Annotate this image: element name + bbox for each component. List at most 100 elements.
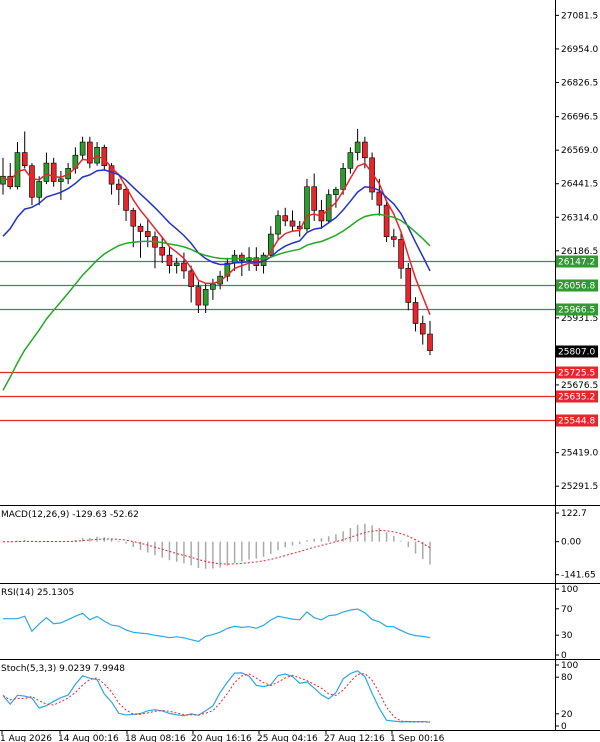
macd-signal-line [2,529,431,565]
price-tick-label: 26186.5 [561,247,598,257]
candle-body [289,220,296,227]
candle-body [173,262,180,266]
panel-tick-label: 0 [561,651,567,661]
level-badge [556,255,598,268]
candle-body [21,152,28,167]
price-tick-label: 26441.5 [561,180,598,190]
level-badge [556,390,598,403]
candle-body [391,236,397,240]
candle-body [267,233,274,256]
candle-body [333,189,339,195]
candle-body [412,302,419,324]
price-tick-label: 26954.0 [561,45,598,55]
panel-tick-label: 80 [561,673,573,683]
x-tick-label: 14 Aug 00:16 [58,734,119,742]
level-label: 25635.2 [558,393,595,403]
price-tick-label: 26696.5 [561,113,598,123]
indicator-label: MACD(12,26,9) -129.63 -52.62 [1,510,139,520]
ma-fast-line [2,155,431,315]
level-label: 26056.8 [558,282,595,292]
panel-tick-label: 100 [561,661,578,671]
candle-body [354,141,361,153]
candle-body [115,183,122,190]
price-tick-label: 26826.5 [561,78,598,88]
x-tick-label: 20 Aug 16:16 [191,734,252,742]
x-tick-label: 25 Aug 04:16 [257,734,318,742]
candle-body [427,333,433,351]
panel-tick-label: 100 [561,585,578,595]
candle-body [79,141,86,156]
price-tick-label: 25291.5 [561,482,598,492]
ma-slow-line [2,213,431,391]
candle-body [282,215,289,222]
candle-body [130,210,137,227]
candle-body [369,157,375,193]
candle-body [383,204,390,238]
x-tick-label: 27 Aug 12:16 [324,734,385,742]
level-badge [556,303,598,316]
panel-tick-label: 70 [561,605,573,615]
macd-panel: 122.7 0.00 -141.65 MACD(12,26,9) -129.63 -5… [0,505,600,583]
candle-body [137,225,144,232]
indicator-label: RSI(14) 25.1305 [1,588,74,598]
candle-body [195,286,202,306]
x-tick-label: 1 Aug 2026 [0,734,52,742]
candle-body [224,262,231,277]
price-tick-label: 26314.0 [561,213,598,223]
candle-body [101,146,108,167]
panel-tick-label: -141.65 [561,571,596,581]
candle-body [144,231,151,238]
level-badge [556,279,598,292]
candle-body [29,165,35,198]
price-panel: 27081.5 26954.0 26826.5 26696.5 26569.0 26441… [0,0,598,505]
candle-body [159,246,166,256]
candle-body [311,186,318,211]
candle-body [14,152,21,188]
panel-tick-label: 122.7 [561,509,587,519]
candle-body [181,262,187,272]
level-label: 25966.5 [558,306,595,316]
candle-body [210,283,216,290]
price-tick-label: 25676.5 [561,381,598,391]
indicator-label: Stoch(5,3,3) 9.0239 7.9948 [1,664,125,674]
candle-body [0,175,6,185]
candle-body [58,178,64,182]
candle-body [275,215,281,235]
panel-tick-label: 0.00 [561,538,581,548]
candle-body [94,146,100,164]
level-label: 25725.5 [558,369,595,379]
x-axis: 1 Aug 2026 14 Aug 00:16 18 Aug 08:16 20 Aug… [0,730,600,742]
level-label: 26147.2 [558,258,595,268]
candle-body [304,186,310,230]
level-badge [556,414,598,427]
candle-body [50,162,57,182]
level-label: 25544.8 [558,417,595,427]
x-tick-label: 18 Aug 08:16 [125,734,186,742]
price-tick-label: 27081.5 [561,11,598,21]
candle-body [108,165,115,185]
price-tick-label: 26569.0 [561,146,598,156]
candle-body [123,189,129,211]
level-badge [556,366,598,379]
stoch-panel: 100 80 20 0 Stoch(5,3,3) 9.0239 7.9948 [0,659,600,732]
candle-body [340,168,346,190]
candle-body [202,289,209,306]
stoch-k-line [2,670,431,723]
panel-tick-label: 30 [561,631,573,641]
ma-mid-line [2,169,431,272]
candle-body [376,191,383,206]
stoch-d-line [2,673,431,723]
current-price-badge [556,345,598,358]
candle-body [239,254,245,261]
current-price-label: 25807.0 [558,348,595,358]
candle-body [188,270,194,287]
x-tick-label: 1 Sep 00:16 [390,734,445,742]
candle-body [419,323,426,335]
price-tick-label: 25419.0 [561,449,598,459]
candle-body [166,254,173,266]
candle-body [362,141,368,159]
rsi-line [3,608,431,643]
candle-body [87,141,93,164]
panel-tick-label: 0 [561,722,567,732]
